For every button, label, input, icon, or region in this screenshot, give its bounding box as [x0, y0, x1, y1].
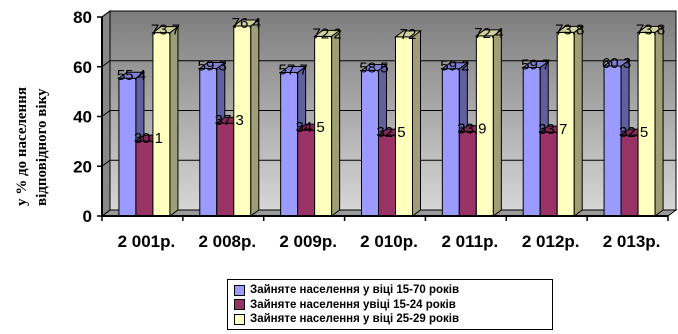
data-label: 59.7: [521, 56, 550, 73]
x-tick-label: 2 009р.: [279, 232, 337, 251]
y-axis-title-line-1: у % до населення: [14, 87, 30, 206]
y-tick-label: 0: [83, 207, 92, 226]
data-labels: 55.4 30.1 73.7 59.3 37.3 76.4 57.7 34.5 72.2 58.5…: [117, 15, 665, 147]
bar: [474, 28, 503, 217]
bar: [232, 18, 261, 218]
bar-front: [441, 68, 460, 217]
bar-side: [573, 25, 583, 217]
bar-top: [117, 71, 146, 79]
bar-top: [555, 25, 584, 33]
y-tick-label: 20: [73, 157, 92, 176]
bar-top: [232, 19, 261, 27]
bar-top: [636, 25, 665, 33]
data-label: 59.3: [198, 57, 227, 74]
data-label: 72.2: [313, 25, 342, 42]
bar-front: [458, 131, 477, 217]
data-label: 33.9: [457, 121, 486, 138]
bar-top: [360, 63, 388, 71]
bar-top: [474, 29, 503, 37]
data-label: 73.8: [555, 21, 584, 38]
bar-top: [394, 30, 422, 38]
x-tick-label: 2 001р.: [118, 232, 176, 251]
x-tick-label: 2 008р.: [198, 232, 256, 251]
legend-label-15-70: Зайняте населення у віці 15-70 років: [250, 284, 460, 297]
data-label: 34.5: [296, 119, 325, 136]
y-axis-title: у % до населення відповідного віку: [2, 10, 58, 220]
data-label: 37.3: [215, 112, 244, 129]
y-tick-label: 40: [73, 108, 92, 127]
bar-front: [297, 129, 316, 217]
legend-label-25-29: Зайняте населення у віці 25-29 років: [250, 313, 460, 326]
legend-swatch-15-70: [234, 284, 245, 296]
bar-front: [539, 131, 558, 217]
bar-top: [313, 29, 342, 37]
bar-front: [199, 67, 218, 217]
bar-front: [216, 122, 235, 217]
y-tick-label: 80: [73, 8, 92, 27]
bar-front: [135, 140, 154, 217]
bar: [313, 29, 342, 217]
data-label: 30.1: [134, 130, 163, 147]
bar-front: [280, 71, 299, 217]
legend-label-15-24: Зайняте населення увіці 15-24 років: [250, 298, 456, 311]
data-label: 59.2: [440, 58, 469, 75]
bar-top: [521, 60, 550, 68]
gridline: [101, 10, 676, 18]
data-label: 72: [400, 26, 417, 43]
data-label: 73.8: [636, 21, 665, 38]
legend-item-15-24: Зайняте населення увіці 15-24 років: [234, 298, 552, 313]
x-tick-label: 2 010р.: [360, 232, 418, 251]
x-tick-label: 2 012р.: [522, 232, 580, 251]
legend-item-25-29: Зайняте населення у віці 25-29 років: [234, 312, 552, 327]
legend-swatch-25-29: [234, 313, 245, 325]
bar: [394, 29, 422, 217]
bar-top: [602, 59, 631, 67]
bar-side: [169, 25, 179, 217]
data-label: 32.5: [376, 124, 405, 141]
bar-side: [492, 28, 502, 217]
data-label: 32.5: [619, 124, 648, 141]
bar-side: [412, 29, 421, 217]
bar-front: [378, 134, 396, 217]
bar-front: [152, 32, 171, 217]
data-label: 72.4: [474, 25, 503, 42]
x-tick-label: 2 011р.: [441, 232, 498, 251]
x-tick-label: 2 013р.: [603, 232, 661, 251]
axes: 0 20 40 60 80 2 001р. 2 008р. 2 009р. 2 010р. 2 0…: [73, 8, 669, 251]
bar-side: [331, 29, 341, 217]
bar: [151, 25, 180, 217]
bar-front: [620, 134, 639, 217]
data-label: 73.7: [151, 22, 180, 39]
data-label: 33.7: [538, 121, 567, 138]
data-label: 57.7: [279, 61, 308, 78]
legend-item-15-70: Зайняте населення у віці 15-70 років: [234, 283, 552, 298]
bar-front: [361, 69, 379, 217]
data-label: 60.3: [602, 55, 631, 72]
bars: [117, 18, 665, 218]
bar-top: [151, 26, 180, 34]
data-label: 55.4: [117, 67, 146, 84]
bar: [636, 25, 665, 217]
y-tick-label: 60: [73, 58, 92, 77]
bar-top: [198, 61, 227, 69]
bar-top: [440, 62, 469, 70]
legend: Зайняте населення у віці 15-70 років Зай…: [227, 279, 553, 330]
data-label: 58.5: [359, 59, 388, 76]
bar-top: [279, 65, 308, 73]
bar-front: [522, 66, 541, 217]
data-label: 76.4: [232, 15, 261, 32]
bar-side: [250, 18, 260, 218]
y-axis-title-line-2: відповідного віку: [34, 88, 50, 206]
bar-side: [654, 25, 664, 217]
bar: [555, 25, 584, 217]
legend-swatch-15-24: [234, 299, 245, 311]
